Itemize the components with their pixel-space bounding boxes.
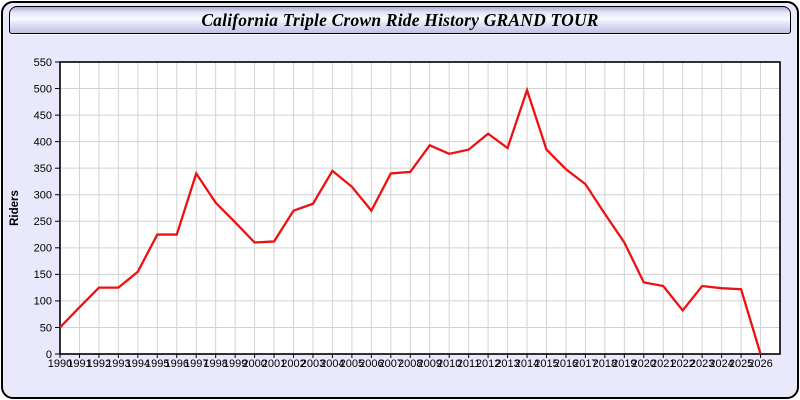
- x-tick-label: 1994: [126, 358, 150, 370]
- x-tick-label: 1996: [165, 358, 189, 370]
- x-tick-label: 2011: [457, 358, 481, 370]
- x-tick-label: 2003: [301, 358, 325, 370]
- x-tick-label: 1998: [203, 358, 227, 370]
- y-tick-label: 400: [34, 136, 52, 148]
- x-tick-label: 2008: [398, 358, 422, 370]
- x-tick-label: 2000: [242, 358, 266, 370]
- plot-area: [60, 62, 780, 354]
- x-tick-label: 2018: [593, 358, 617, 370]
- y-tick-label: 100: [34, 296, 52, 308]
- x-tick-label: 2023: [690, 358, 714, 370]
- x-tick-label: 2010: [437, 358, 461, 370]
- x-tick-label: 2004: [320, 358, 344, 370]
- y-tick-label: 500: [34, 83, 52, 95]
- x-tick-label: 2001: [262, 358, 286, 370]
- x-tick-label: 2015: [534, 358, 558, 370]
- y-tick-label: 150: [34, 269, 52, 281]
- x-tick-label: 2024: [709, 358, 733, 370]
- y-tick-label: 350: [34, 163, 52, 175]
- x-tick-label: 2014: [515, 358, 539, 370]
- chart-title: California Triple Crown Ride History GRA…: [201, 10, 599, 30]
- title-bar: California Triple Crown Ride History GRA…: [9, 6, 791, 34]
- x-tick-label: 1999: [223, 358, 247, 370]
- y-tick-label: 50: [40, 322, 52, 334]
- x-axis-labels: 1990199119921993199419951996199719981999…: [48, 358, 773, 370]
- y-axis-labels: 0 50 100 150 200 250 300 350 400 450 500 550: [34, 57, 52, 361]
- y-tick-label: 0: [46, 349, 52, 361]
- x-tick-label: 2020: [632, 358, 656, 370]
- x-tick-label: 2019: [612, 358, 636, 370]
- ride-history-chart: 1990199119921993199419951996199719981999…: [9, 57, 781, 370]
- y-tick-label: 250: [34, 216, 52, 228]
- x-tick-label: 1992: [87, 358, 111, 370]
- y-tick-label: 450: [34, 110, 52, 122]
- x-tick-label: 2026: [748, 358, 772, 370]
- x-tick-label: 1991: [67, 358, 91, 370]
- x-tick-label: 2009: [417, 358, 441, 370]
- x-tick-label: 2021: [651, 358, 675, 370]
- plot-frame: [59, 61, 781, 355]
- x-tick-label: 2006: [359, 358, 383, 370]
- x-tick-label: 2022: [670, 358, 694, 370]
- x-tick-label: 2017: [573, 358, 597, 370]
- x-tick-label: 2005: [340, 358, 364, 370]
- y-tick-label: 200: [34, 243, 52, 255]
- x-tick-label: 1995: [145, 358, 169, 370]
- x-tick-label: 2012: [476, 358, 500, 370]
- y-axis-title: Riders: [9, 190, 21, 226]
- x-tick-label: 2013: [495, 358, 519, 370]
- x-tick-label: 2007: [379, 358, 403, 370]
- x-tick-label: 2016: [554, 358, 578, 370]
- x-tick-label: 2002: [281, 358, 305, 370]
- x-tick-label: 1993: [106, 358, 130, 370]
- ride-history-line: [59, 86, 762, 355]
- y-tick-label: 300: [34, 190, 52, 202]
- x-tick-label: 2025: [729, 358, 753, 370]
- x-tick-label: 1997: [184, 358, 208, 370]
- x-tick-label: 1990: [48, 358, 72, 370]
- gridlines: [60, 62, 780, 354]
- y-tick-label: 550: [34, 57, 52, 69]
